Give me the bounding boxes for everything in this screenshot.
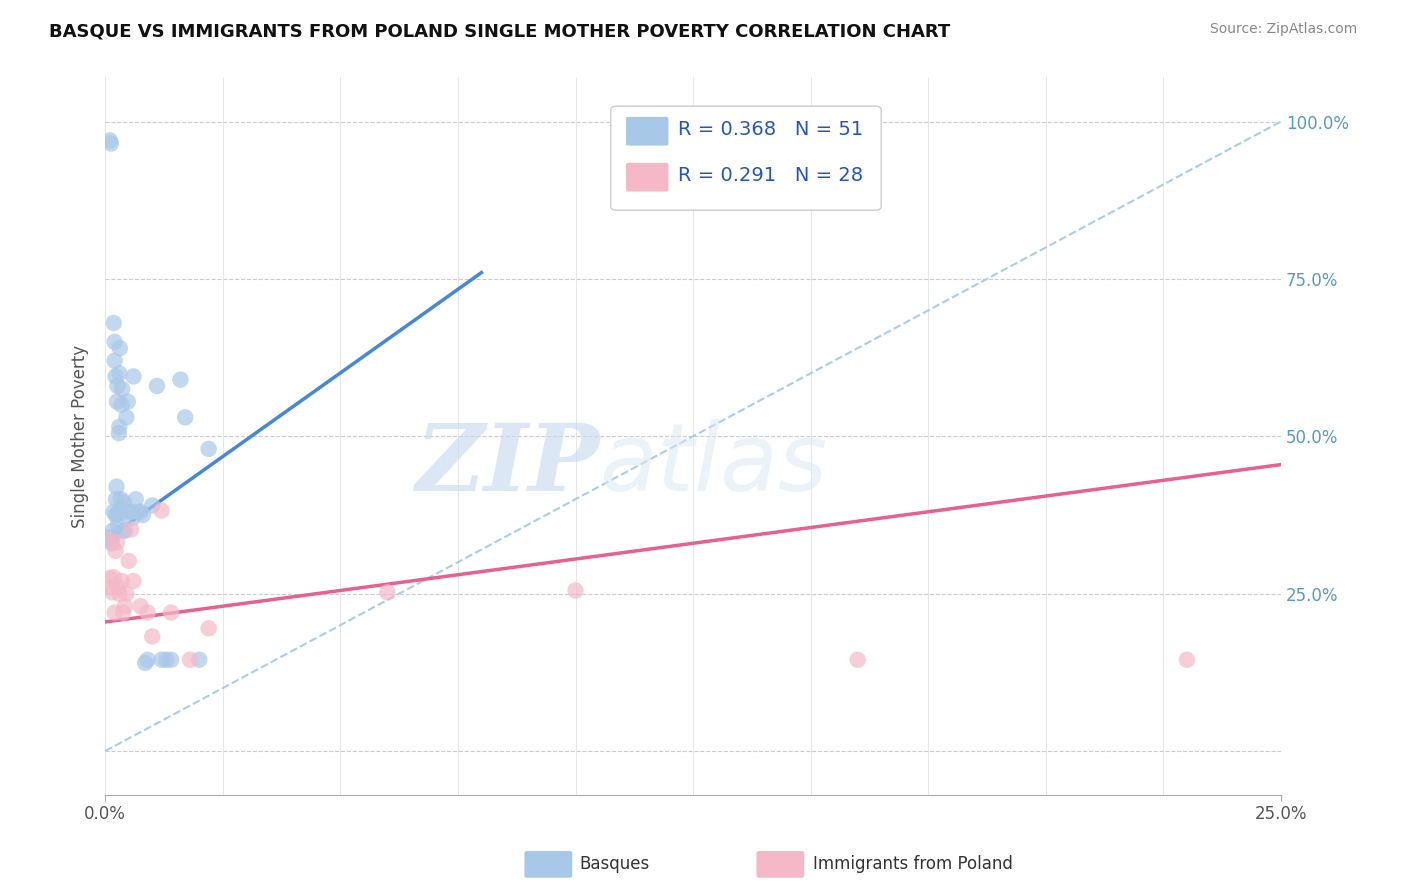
Point: [160, 653, 183, 667]
Point: [146, 379, 169, 393]
Point: [114, 524, 136, 538]
Point: [98, 133, 121, 147]
Point: [188, 653, 211, 667]
Point: [111, 398, 134, 412]
Point: [1175, 653, 1198, 667]
Point: [134, 656, 156, 670]
Point: [105, 480, 128, 494]
Text: Immigrants from Poland: Immigrants from Poland: [813, 855, 1012, 873]
Point: [105, 394, 128, 409]
Point: [120, 523, 142, 537]
Point: [564, 583, 586, 598]
Point: [129, 505, 152, 519]
Point: [174, 410, 197, 425]
Point: [98, 533, 121, 548]
Point: [107, 580, 129, 594]
Point: [141, 499, 163, 513]
FancyBboxPatch shape: [626, 163, 668, 192]
Point: [114, 599, 136, 614]
Point: [115, 586, 138, 600]
Point: [107, 508, 129, 522]
Point: [107, 517, 129, 532]
Point: [846, 653, 869, 667]
Point: [179, 653, 201, 667]
Y-axis label: Single Mother Poverty: Single Mother Poverty: [72, 344, 89, 528]
Point: [141, 629, 163, 643]
Point: [197, 442, 219, 456]
Point: [169, 373, 191, 387]
Point: [101, 524, 124, 538]
Point: [104, 544, 127, 558]
FancyBboxPatch shape: [626, 117, 668, 145]
Point: [98, 533, 121, 548]
Point: [101, 530, 124, 544]
Point: [98, 571, 121, 585]
Point: [377, 585, 399, 599]
Point: [108, 426, 131, 441]
Point: [129, 599, 152, 614]
Text: ZIP: ZIP: [415, 420, 599, 510]
Point: [110, 492, 132, 507]
Point: [150, 653, 173, 667]
Point: [118, 505, 141, 519]
Point: [112, 524, 135, 538]
Point: [110, 501, 132, 516]
Point: [136, 653, 159, 667]
Point: [105, 492, 128, 507]
Point: [121, 511, 143, 525]
Point: [118, 554, 141, 568]
Point: [104, 334, 127, 349]
Text: R = 0.368   N = 51: R = 0.368 N = 51: [678, 120, 863, 139]
Point: [101, 536, 124, 550]
Point: [111, 574, 134, 588]
Point: [101, 585, 124, 599]
Text: BASQUE VS IMMIGRANTS FROM POLAND SINGLE MOTHER POVERTY CORRELATION CHART: BASQUE VS IMMIGRANTS FROM POLAND SINGLE …: [49, 22, 950, 40]
Point: [125, 492, 148, 507]
Point: [104, 508, 127, 522]
Point: [108, 586, 131, 600]
Point: [104, 353, 127, 368]
Point: [160, 606, 183, 620]
Point: [197, 621, 219, 635]
Text: R = 0.291   N = 28: R = 0.291 N = 28: [678, 166, 863, 186]
Point: [100, 136, 122, 151]
Point: [115, 410, 138, 425]
FancyBboxPatch shape: [610, 106, 882, 211]
Text: Basques: Basques: [579, 855, 650, 873]
Point: [104, 606, 127, 620]
Point: [112, 495, 135, 509]
Point: [136, 606, 159, 620]
Text: atlas: atlas: [599, 419, 827, 510]
Point: [117, 394, 139, 409]
Text: Source: ZipAtlas.com: Source: ZipAtlas.com: [1209, 22, 1357, 37]
Point: [98, 530, 121, 544]
Point: [127, 505, 149, 519]
Point: [107, 379, 129, 393]
Point: [100, 580, 122, 594]
Point: [150, 503, 173, 517]
Point: [155, 653, 177, 667]
Point: [122, 369, 145, 384]
Point: [111, 382, 134, 396]
Point: [105, 535, 128, 549]
Point: [108, 341, 131, 355]
Point: [103, 316, 125, 330]
Point: [122, 574, 145, 588]
Point: [112, 606, 135, 620]
Point: [103, 505, 125, 519]
Point: [132, 508, 155, 522]
Point: [108, 419, 131, 434]
Point: [103, 570, 125, 584]
Point: [108, 367, 131, 381]
Point: [120, 505, 142, 519]
Point: [104, 369, 127, 384]
